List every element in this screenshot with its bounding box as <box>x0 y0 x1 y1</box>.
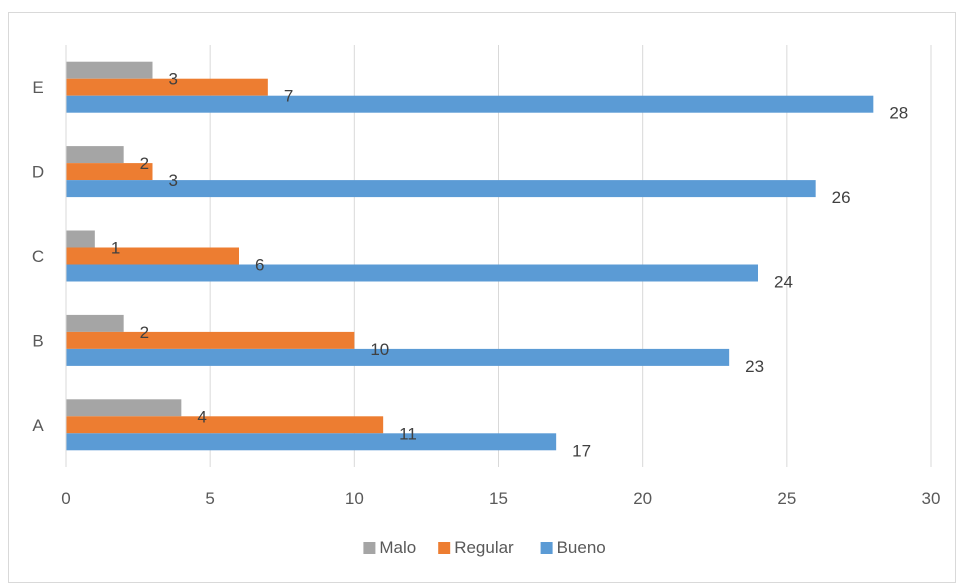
data-label: 1 <box>111 239 120 258</box>
data-label: 2 <box>140 323 149 342</box>
data-label: 2 <box>140 154 149 173</box>
y-tick-label: D <box>32 163 44 182</box>
data-label: 26 <box>832 188 851 207</box>
bar-bueno-a <box>66 433 557 451</box>
data-label: 4 <box>197 407 206 426</box>
bar-malo-a <box>66 399 182 417</box>
data-label: 10 <box>370 340 389 359</box>
legend-label: Malo <box>379 538 416 557</box>
legend-item-bueno: Bueno <box>540 538 606 557</box>
axes: 0 5 10 15 20 25 30 A B C D E <box>32 45 941 508</box>
legend-item-malo: Malo <box>363 538 416 557</box>
y-tick-label: E <box>32 78 43 97</box>
x-tick-label: 5 <box>205 489 214 508</box>
legend-item-regular: Regular <box>438 538 514 557</box>
y-tick-label: A <box>32 416 44 435</box>
legend-swatch <box>363 542 376 554</box>
y-tick-label: B <box>32 331 43 350</box>
legend: Malo Regular Bueno <box>363 538 606 557</box>
gridlines <box>65 45 932 467</box>
x-tick-label: 25 <box>777 489 796 508</box>
data-label: 3 <box>169 70 178 89</box>
bars <box>66 61 874 451</box>
legend-swatch <box>540 542 553 554</box>
bar-regular-a <box>66 416 384 434</box>
data-label: 11 <box>399 424 417 443</box>
data-label: 6 <box>255 256 264 275</box>
bar-regular-d <box>66 163 153 181</box>
legend-label: Regular <box>454 538 514 557</box>
x-tick-label: 10 <box>345 489 364 508</box>
data-label: 24 <box>774 273 793 292</box>
bar-regular-e <box>66 78 268 96</box>
bar-bueno-b <box>66 348 730 366</box>
data-label: 7 <box>284 87 293 106</box>
x-tick-label: 0 <box>61 489 70 508</box>
bar-malo-c <box>66 230 95 248</box>
bar-malo-e <box>66 61 153 79</box>
bar-regular-b <box>66 331 355 349</box>
data-label: 3 <box>169 171 178 190</box>
x-tick-label: 20 <box>633 489 652 508</box>
bar-malo-b <box>66 314 124 332</box>
bar-bueno-d <box>66 180 816 198</box>
data-label: 28 <box>889 104 908 123</box>
x-tick-label: 30 <box>922 489 941 508</box>
data-label: 17 <box>572 441 591 460</box>
chart-container: 4 11 17 2 10 23 1 6 24 2 3 26 3 7 28 0 5 10 15 20 25 30 A B C D E… <box>8 12 956 583</box>
bar-bueno-e <box>66 95 874 113</box>
y-tick-label: C <box>32 247 44 266</box>
data-label: 23 <box>745 357 764 376</box>
bar-bueno-c <box>66 264 758 282</box>
bar-malo-d <box>66 146 124 164</box>
legend-swatch <box>438 542 451 554</box>
bar-regular-c <box>66 247 239 265</box>
x-tick-label: 15 <box>489 489 508 508</box>
legend-label: Bueno <box>557 538 606 557</box>
